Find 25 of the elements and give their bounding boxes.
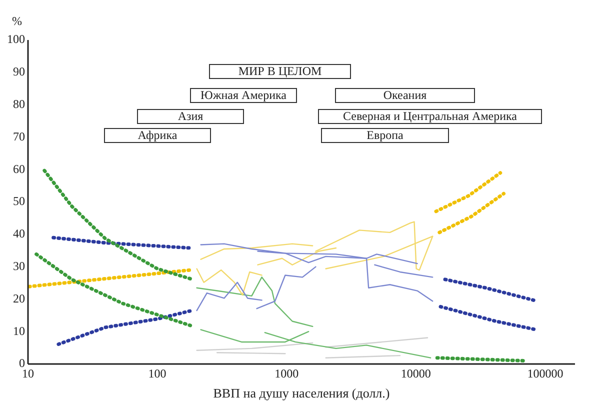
y-tick-label: 10 [13, 324, 25, 338]
y-tick-label: 80 [13, 96, 25, 111]
annotation: МИР В ЦЕЛОМ [209, 64, 351, 79]
annotation: Океания [335, 88, 475, 103]
y-tick-label: 60 [13, 162, 25, 176]
y-tick-label: 70 [13, 129, 25, 144]
x-tick-label: 100000 [527, 366, 564, 380]
annotation: Азия [137, 109, 244, 124]
annotation: Южная Америка [190, 88, 297, 103]
x-axis-title: ВВП на душу населения (долл.) [213, 386, 390, 401]
y-tick-label: 40 [13, 226, 25, 241]
x-tick-label: 10000 [400, 366, 431, 380]
y-tick-label: 20 [13, 291, 25, 306]
y-tick-label: 50 [13, 194, 25, 208]
x-tick-label: 100 [148, 366, 166, 380]
y-tick-label: 90 [13, 64, 25, 79]
annotation: Северная и Центральная Америка [318, 109, 542, 124]
x-tick-label: 10 [22, 366, 34, 380]
y-axis-title: % [12, 14, 22, 29]
annotation: Африка [104, 128, 211, 143]
annotation: Европа [321, 128, 449, 143]
y-tick-label: 0 [19, 356, 25, 370]
y-tick-label: 100 [7, 32, 25, 46]
y-tick-label: 30 [13, 258, 25, 273]
x-tick-label: 1000 [274, 366, 299, 380]
